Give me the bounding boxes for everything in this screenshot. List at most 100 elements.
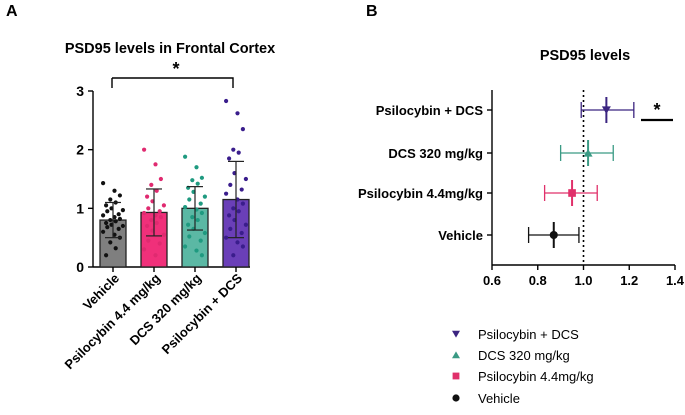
data-point xyxy=(198,238,203,243)
legend-label: Psilocybin + DCS xyxy=(478,327,579,342)
data-point xyxy=(142,147,147,152)
significance-star: * xyxy=(172,59,179,79)
data-point xyxy=(199,253,204,258)
data-point xyxy=(158,215,163,220)
data-point xyxy=(108,217,113,223)
data-point xyxy=(183,244,188,249)
forest-y-tick-label: Psilocybin 4.4mg/kg xyxy=(358,186,483,201)
data-point xyxy=(158,176,163,182)
x-tick-label: Psilocybin + DCS xyxy=(159,270,246,357)
marker-triangle-up xyxy=(452,351,460,359)
data-point xyxy=(194,165,199,170)
data-point xyxy=(195,217,200,223)
data-point xyxy=(187,234,192,239)
data-point xyxy=(190,178,195,183)
data-point xyxy=(105,225,110,230)
forest-plot-title: PSD95 levels xyxy=(540,48,630,64)
data-point xyxy=(194,248,199,253)
data-point xyxy=(154,188,159,193)
data-point xyxy=(202,230,207,236)
data-point xyxy=(113,219,118,224)
bar-chart-error-bars xyxy=(105,160,244,239)
y-tick-label: 1 xyxy=(76,200,84,216)
data-point xyxy=(239,187,244,192)
data-point xyxy=(231,253,236,258)
forest-x-tick-label: 1.0 xyxy=(574,273,592,288)
data-point xyxy=(231,206,236,211)
data-point xyxy=(146,238,151,243)
bar-chart-title: PSD95 levels in Frontal Cortex xyxy=(65,41,275,57)
data-point xyxy=(190,215,195,220)
marker-square xyxy=(568,189,576,197)
forest-x-tick-label: 1.4 xyxy=(666,273,685,288)
data-point xyxy=(187,197,192,202)
data-point xyxy=(117,216,122,221)
data-point xyxy=(228,226,233,231)
data-point xyxy=(153,253,158,258)
forest-x-tick-label: 0.6 xyxy=(483,273,501,288)
data-point xyxy=(199,210,204,216)
data-point xyxy=(195,181,200,186)
data-point xyxy=(183,205,188,210)
data-point xyxy=(145,223,150,229)
forest-y-tick-label: DCS 320 mg/kg xyxy=(388,146,483,161)
data-point xyxy=(142,247,147,252)
bar-chart-significance: * xyxy=(111,59,234,88)
data-point xyxy=(105,209,110,214)
forest-x-tick-label: 0.8 xyxy=(529,273,547,288)
data-point xyxy=(101,213,106,218)
forest-plot-significance: * xyxy=(641,100,673,122)
marker-square xyxy=(452,372,460,380)
data-point xyxy=(239,230,244,236)
data-point xyxy=(149,182,154,187)
bar-chart-points xyxy=(101,98,248,258)
forest-plot-legend: Psilocybin + DCS DCS 320 mg/kg Psilocybin … xyxy=(452,327,594,406)
data-point xyxy=(108,197,113,202)
data-point xyxy=(227,213,232,218)
data-point xyxy=(113,246,118,251)
data-point xyxy=(142,210,147,216)
data-point xyxy=(120,223,125,229)
data-point xyxy=(104,253,109,258)
data-point xyxy=(120,207,125,213)
marker-circle xyxy=(549,230,558,240)
data-point xyxy=(161,203,166,208)
forest-significance-star: * xyxy=(653,100,660,120)
bar-chart-panel: PSD95 levels in Frontal Cortex 0 1 2 3 Vehi… xyxy=(62,41,276,372)
data-point xyxy=(157,209,162,214)
y-tick-label: 2 xyxy=(76,142,84,158)
data-point xyxy=(240,244,245,249)
data-point xyxy=(224,191,229,196)
data-point xyxy=(231,147,236,152)
data-point xyxy=(104,203,109,208)
data-point xyxy=(235,111,240,116)
data-point xyxy=(101,181,106,186)
data-point xyxy=(112,188,117,193)
data-point xyxy=(243,222,248,227)
marker-triangle-down xyxy=(601,106,611,115)
data-point xyxy=(243,176,248,182)
data-point xyxy=(199,175,204,180)
data-point xyxy=(228,182,233,187)
data-point xyxy=(116,212,121,217)
data-point xyxy=(157,241,162,246)
data-point xyxy=(153,162,158,167)
data-point xyxy=(183,154,188,159)
data-point xyxy=(236,150,241,155)
y-tick-label: 0 xyxy=(76,259,84,275)
data-point xyxy=(186,222,191,227)
data-point xyxy=(240,127,245,132)
forest-y-tick-label: Vehicle xyxy=(438,228,483,243)
data-point xyxy=(117,193,122,198)
marker-triangle-up xyxy=(583,148,593,157)
data-point xyxy=(149,217,154,223)
data-point xyxy=(236,209,241,214)
data-point xyxy=(198,201,203,206)
data-point xyxy=(146,206,151,211)
data-point xyxy=(240,201,245,206)
forest-plot-axes: 0.6 0.8 1.0 1.2 1.4 xyxy=(483,90,685,288)
panel-label-b: B xyxy=(366,3,378,20)
legend-label: Psilocybin 4.4mg/kg xyxy=(478,369,594,384)
